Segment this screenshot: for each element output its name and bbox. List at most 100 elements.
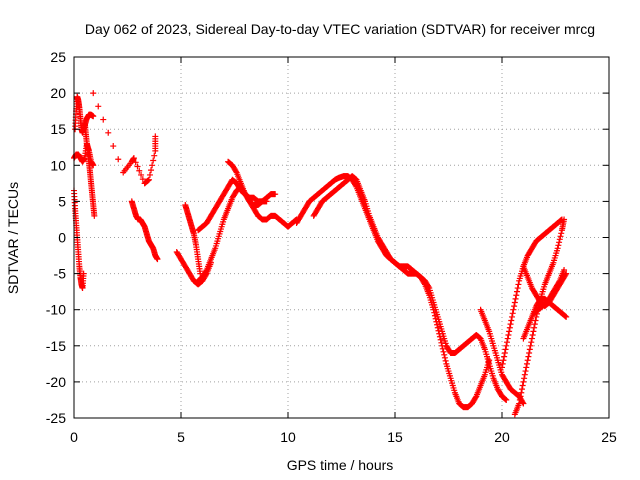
data-point bbox=[526, 350, 533, 357]
data-point bbox=[513, 288, 520, 295]
data-point bbox=[435, 327, 442, 334]
series-arc-19h bbox=[477, 306, 527, 407]
data-point bbox=[138, 171, 145, 178]
data-point bbox=[80, 270, 87, 277]
data-point bbox=[441, 351, 448, 358]
data-point bbox=[152, 133, 159, 140]
data-point bbox=[501, 353, 508, 360]
series-early-arc-drop bbox=[71, 187, 87, 292]
data-point bbox=[509, 310, 516, 317]
data-point bbox=[511, 303, 518, 310]
data-point bbox=[432, 315, 439, 322]
series-arc-10h bbox=[293, 173, 510, 403]
data-point bbox=[556, 236, 563, 243]
x-tick-label: 10 bbox=[280, 429, 296, 445]
data-point bbox=[437, 336, 444, 343]
data-point bbox=[512, 295, 519, 302]
y-tick-label: 20 bbox=[50, 85, 66, 101]
data-point bbox=[500, 357, 507, 364]
data-point bbox=[556, 279, 563, 286]
data-point bbox=[507, 321, 514, 328]
data-point bbox=[503, 396, 510, 403]
y-tick-label: 25 bbox=[50, 49, 66, 65]
data-point bbox=[530, 328, 537, 335]
data-point bbox=[517, 393, 524, 400]
data-point bbox=[130, 155, 137, 162]
data-point bbox=[110, 143, 117, 150]
data-point bbox=[105, 129, 112, 136]
x-axis-label: GPS time / hours bbox=[287, 457, 394, 473]
series-arc-6h-upper bbox=[195, 176, 279, 234]
data-point bbox=[505, 331, 512, 338]
data-point bbox=[145, 176, 152, 183]
data-point bbox=[531, 321, 538, 328]
data-point bbox=[501, 350, 508, 357]
data-point bbox=[524, 357, 531, 364]
data-point bbox=[139, 176, 146, 183]
data-point bbox=[531, 324, 538, 331]
data-point bbox=[272, 191, 279, 198]
data-point bbox=[511, 299, 518, 306]
y-tick-label: 5 bbox=[58, 193, 66, 209]
data-point bbox=[434, 321, 441, 328]
data-point bbox=[499, 360, 506, 367]
data-point bbox=[519, 382, 526, 389]
data-point bbox=[90, 113, 97, 120]
grid bbox=[74, 57, 609, 418]
data-point bbox=[146, 171, 153, 178]
series-arc-6h bbox=[195, 183, 300, 284]
series-arc-5h-b bbox=[182, 202, 204, 277]
data-point bbox=[436, 330, 443, 337]
data-point bbox=[100, 116, 107, 123]
x-tick-label: 20 bbox=[494, 429, 510, 445]
data-point bbox=[514, 285, 521, 292]
data-point bbox=[562, 313, 569, 320]
data-point bbox=[154, 256, 161, 263]
data-point bbox=[527, 342, 534, 349]
data-point bbox=[520, 378, 527, 385]
data-point bbox=[521, 375, 528, 382]
data-point bbox=[503, 342, 510, 349]
y-tick-label: -15 bbox=[46, 338, 66, 354]
y-tick-label: -20 bbox=[46, 374, 66, 390]
data-point bbox=[521, 371, 528, 378]
data-points bbox=[71, 90, 570, 418]
data-point bbox=[561, 266, 568, 273]
data-point bbox=[486, 357, 493, 364]
data-point bbox=[518, 386, 525, 393]
data-point bbox=[433, 318, 440, 325]
data-point bbox=[436, 333, 443, 340]
data-point bbox=[430, 306, 437, 313]
data-point bbox=[515, 281, 522, 288]
axis-ticks: 0 5 10 15 20 25 -25 -20 -15 -10 -5 0 5 10 15 20 25 bbox=[46, 49, 617, 445]
data-point bbox=[506, 324, 513, 331]
data-point bbox=[528, 339, 535, 346]
data-point bbox=[115, 156, 122, 163]
data-point bbox=[525, 353, 532, 360]
data-point bbox=[134, 163, 141, 170]
data-point bbox=[202, 268, 209, 275]
y-tick-label: -25 bbox=[46, 410, 66, 426]
x-tick-label: 5 bbox=[177, 429, 185, 445]
data-point bbox=[148, 167, 155, 174]
data-point bbox=[95, 103, 102, 110]
data-point bbox=[522, 368, 529, 375]
data-point bbox=[558, 217, 565, 224]
series-arc-12h bbox=[310, 173, 493, 411]
series-early-arc-mid bbox=[71, 140, 97, 169]
data-point bbox=[554, 245, 561, 252]
series-early-arc-high bbox=[72, 93, 97, 136]
x-tick-label: 15 bbox=[387, 429, 403, 445]
data-point bbox=[149, 162, 156, 169]
data-point bbox=[91, 212, 98, 219]
data-point bbox=[529, 331, 536, 338]
series-early-arc-fall bbox=[81, 118, 98, 219]
data-point bbox=[508, 317, 515, 324]
data-point bbox=[441, 354, 448, 361]
data-point bbox=[503, 339, 510, 346]
data-point bbox=[442, 357, 449, 364]
data-point bbox=[502, 396, 509, 403]
data-point bbox=[431, 312, 438, 319]
data-point bbox=[440, 348, 447, 355]
